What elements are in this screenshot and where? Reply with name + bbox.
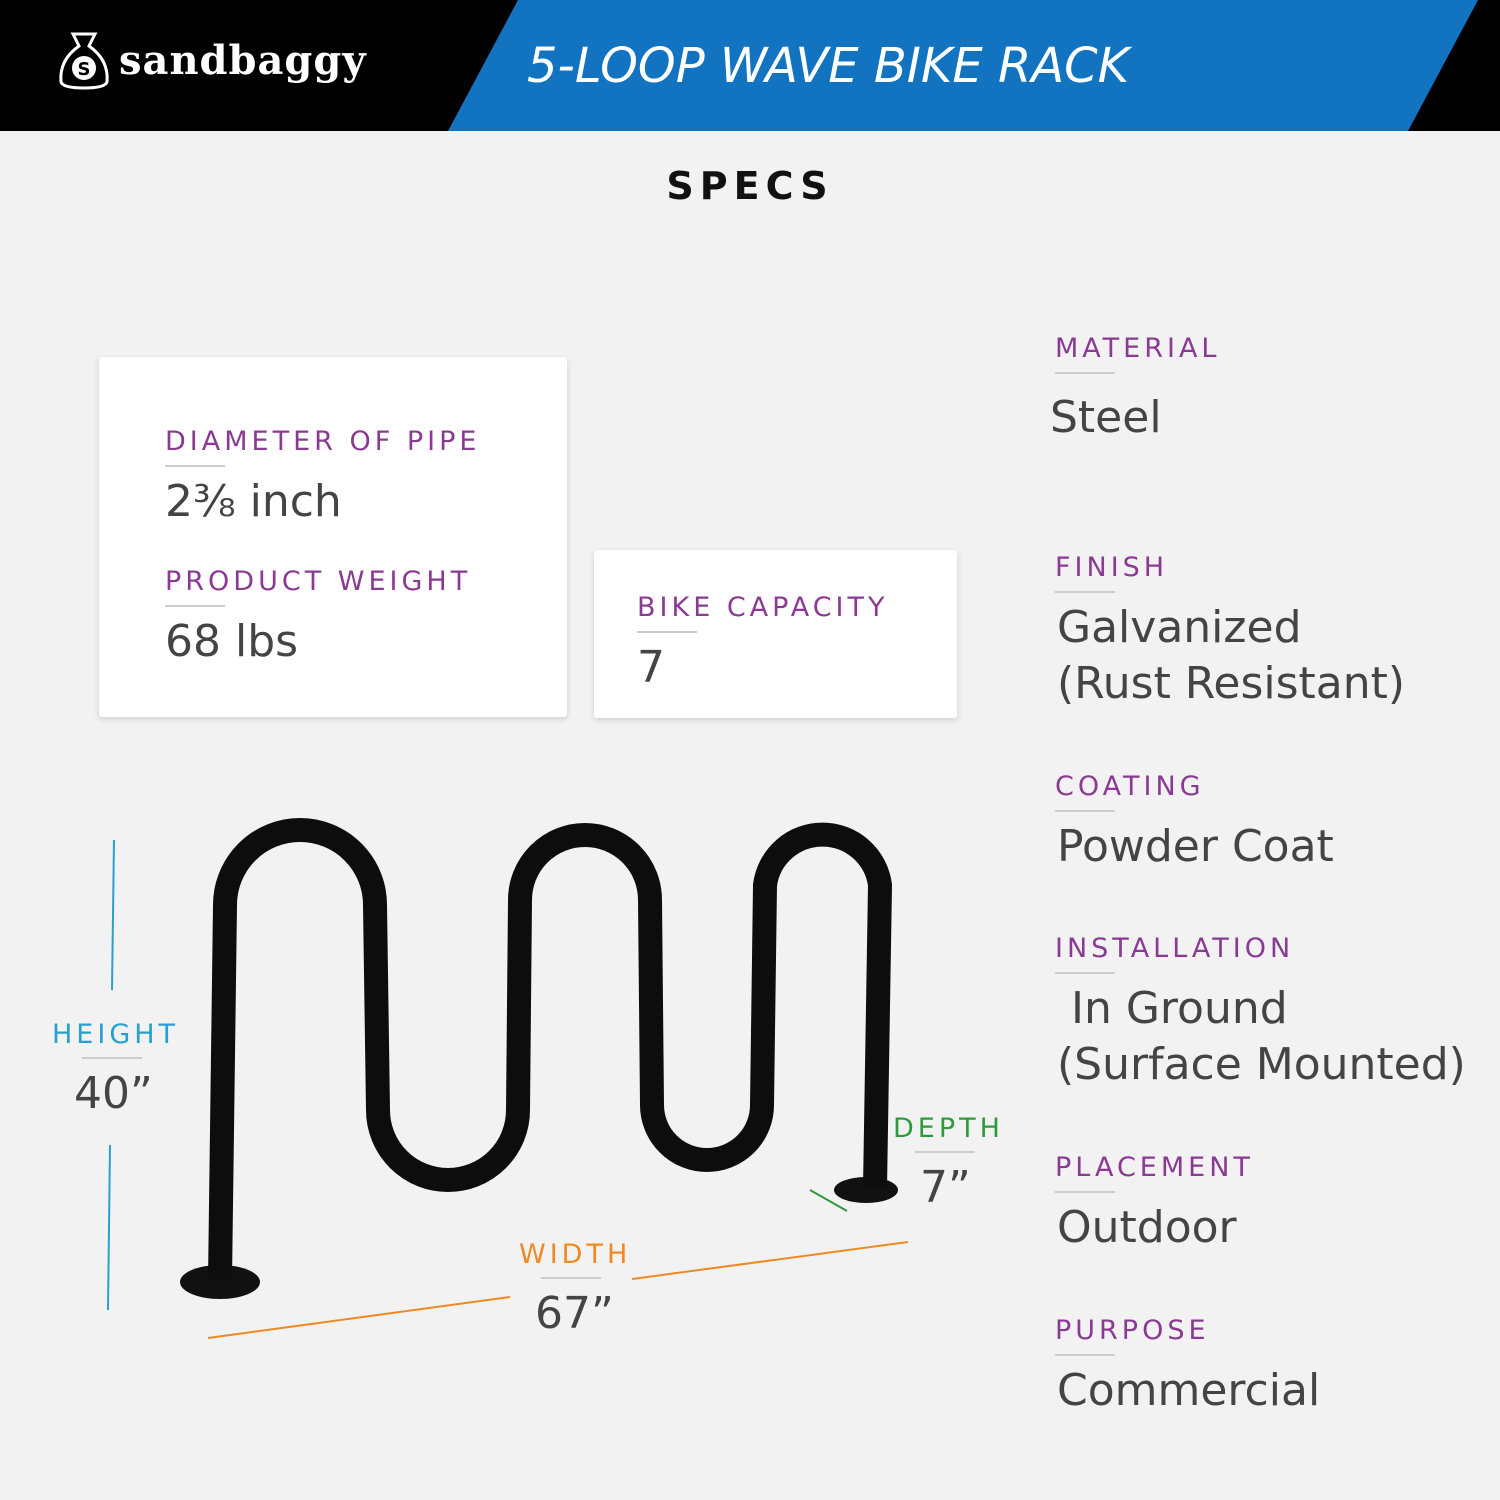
specs-tab — [483, 131, 1017, 233]
left-foot-plate — [180, 1265, 260, 1299]
capacity-label: BIKE CAPACITY — [637, 592, 889, 623]
brand-name: sandbaggy — [119, 36, 367, 84]
width-arrow-left — [207, 1296, 511, 1339]
finish-label: FINISH — [1055, 552, 1169, 583]
money-bag-icon: S — [59, 32, 109, 90]
depth-arrow — [809, 1189, 848, 1212]
width-label: WIDTH — [519, 1239, 632, 1270]
installation-label: INSTALLATION — [1055, 933, 1295, 964]
wave-rack-tube — [208, 818, 892, 1281]
height-arrow-bottom — [107, 1144, 111, 1311]
specs-tab-label: SPECS — [666, 164, 834, 208]
weight-label: PRODUCT WEIGHT — [165, 566, 472, 597]
pipe-weight-card — [99, 357, 567, 717]
height-arrow-top — [111, 839, 115, 991]
weight-value: 68 lbs — [165, 616, 299, 667]
capacity-value: 7 — [637, 642, 665, 693]
placement-value: Outdoor — [1057, 1202, 1237, 1253]
depth-label: DEPTH — [893, 1113, 1004, 1144]
finish-value: Galvanized (Rust Resistant) — [1057, 602, 1406, 709]
coating-label: COATING — [1055, 771, 1205, 802]
bike-rack-illustration — [107, 818, 909, 1339]
diameter-value: 2⅜ inch — [165, 476, 342, 527]
material-value: Steel — [1050, 392, 1162, 443]
svg-text:S: S — [78, 59, 91, 80]
placement-label: PLACEMENT — [1055, 1152, 1254, 1183]
purpose-label: PURPOSE — [1055, 1315, 1210, 1346]
capacity-card — [594, 550, 957, 718]
brand-logo: S sandbaggy — [55, 30, 367, 90]
material-label: MATERIAL — [1055, 333, 1221, 364]
height-label: HEIGHT — [52, 1019, 180, 1050]
diameter-label: DIAMETER OF PIPE — [165, 426, 481, 457]
title-banner — [448, 0, 1478, 131]
dimension-lines — [107, 839, 909, 1339]
width-arrow-right — [631, 1241, 909, 1280]
width-value: 67” — [535, 1288, 614, 1339]
page-title: 5-LOOP WAVE BIKE RACK — [527, 38, 1130, 94]
height-value: 40” — [74, 1068, 153, 1119]
depth-value: 7” — [920, 1162, 971, 1213]
installation-value: In Ground (Surface Mounted) — [1057, 983, 1466, 1090]
coating-value: Powder Coat — [1057, 821, 1334, 872]
purpose-value: Commercial — [1057, 1365, 1321, 1416]
